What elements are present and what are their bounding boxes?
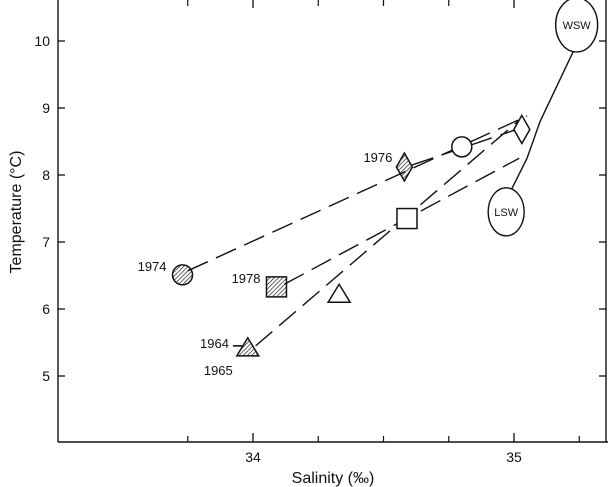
axis-ticks xyxy=(58,0,606,442)
water-mass-annotations: LSW WSW xyxy=(487,0,599,237)
mixing-line-lsw-wsw xyxy=(502,44,578,206)
water-mass-wsw-ellipse xyxy=(554,0,599,53)
x-tick-label: 34 xyxy=(245,449,261,465)
point-labels: 1974 1978 1964 1965 1976 xyxy=(138,150,393,378)
point-open-square xyxy=(396,207,418,230)
point-1978 xyxy=(265,276,288,298)
y-axis-title: Temperature (°C) xyxy=(8,151,25,274)
point-label-1964: 1964 xyxy=(200,336,229,351)
y-tick-label: 9 xyxy=(42,100,50,116)
line-1976-dashed xyxy=(411,128,517,166)
x-tick-label: 35 xyxy=(506,449,522,465)
water-mass-lsw-label: LSW xyxy=(494,207,518,219)
point-1965 xyxy=(235,336,261,357)
y-tick-label: 7 xyxy=(42,234,50,250)
tick-labels: 34 35 5 6 7 8 9 10 xyxy=(34,33,522,465)
water-mass-lsw-ellipse xyxy=(487,187,525,237)
y-tick-label: 6 xyxy=(42,301,50,317)
plot-axes xyxy=(57,0,608,443)
point-1976 xyxy=(395,151,414,183)
point-open-triangle xyxy=(326,282,352,304)
data-points xyxy=(171,113,531,357)
point-open-diamond xyxy=(512,113,531,145)
point-label-1978: 1978 xyxy=(232,271,261,286)
water-mass-wsw-label: WSW xyxy=(563,20,592,32)
point-label-1974: 1974 xyxy=(138,259,167,274)
point-open-circle xyxy=(451,136,473,158)
y-tick-label: 8 xyxy=(42,167,50,183)
point-label-1965: 1965 xyxy=(204,363,233,378)
point-1974 xyxy=(171,264,194,286)
point-label-1976: 1976 xyxy=(363,150,392,165)
y-tick-label: 10 xyxy=(34,33,50,49)
line-1965-dashed xyxy=(255,117,523,347)
y-tick-label: 5 xyxy=(42,368,50,384)
x-axis-title: Salinity (‰) xyxy=(292,470,375,487)
line-1974-dashed xyxy=(187,115,528,272)
